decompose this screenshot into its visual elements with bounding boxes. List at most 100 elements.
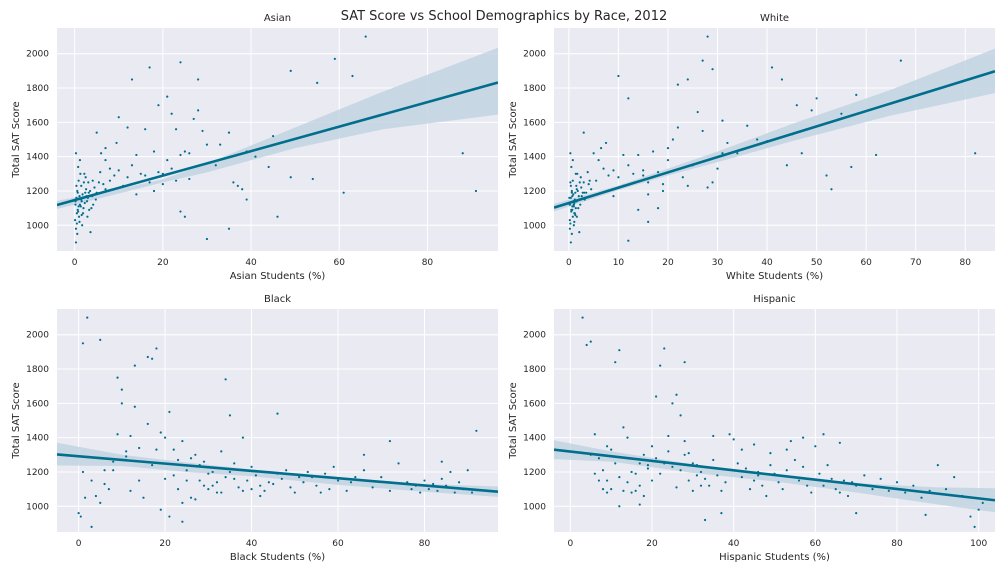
data-point — [115, 141, 118, 145]
data-point — [139, 172, 142, 175]
data-point — [440, 460, 443, 463]
data-point — [588, 179, 591, 182]
data-point — [272, 482, 275, 486]
data-point — [769, 464, 772, 467]
data-point — [440, 477, 443, 480]
data-point — [793, 458, 797, 462]
data-point — [104, 188, 107, 191]
data-point — [654, 457, 658, 460]
data-point — [168, 515, 171, 518]
data-point — [470, 491, 474, 494]
data-point — [638, 503, 641, 506]
data-point — [650, 479, 654, 482]
data-point — [207, 472, 210, 475]
data-point — [703, 477, 707, 480]
data-point — [81, 212, 85, 215]
data-point — [642, 169, 645, 172]
data-point — [830, 477, 833, 480]
data-point — [95, 131, 98, 134]
data-point — [586, 170, 589, 174]
data-point — [580, 195, 583, 198]
data-point — [855, 93, 858, 96]
data-point — [138, 446, 141, 450]
data-point — [642, 174, 645, 177]
data-point — [732, 438, 735, 441]
data-point — [146, 355, 149, 359]
data-point — [104, 146, 107, 150]
confidence-band — [554, 48, 995, 212]
data-point — [671, 402, 674, 405]
data-point — [315, 484, 318, 487]
data-point — [130, 78, 134, 81]
data-point — [589, 340, 592, 343]
x-tick-label: 0 — [566, 258, 572, 268]
data-point — [107, 488, 110, 491]
data-point — [642, 494, 645, 498]
data-point — [577, 207, 580, 210]
data-point — [108, 167, 112, 170]
data-point — [871, 488, 874, 491]
data-point — [302, 481, 305, 484]
data-point — [94, 494, 98, 498]
data-point — [977, 508, 980, 511]
data-point — [601, 469, 605, 472]
data-point — [185, 479, 188, 482]
data-point — [79, 515, 82, 518]
data-point — [99, 501, 102, 504]
data-point — [830, 188, 833, 191]
data-point — [614, 361, 617, 364]
data-point — [575, 184, 578, 187]
data-point — [757, 474, 760, 477]
data-point — [569, 196, 572, 199]
data-point — [825, 174, 828, 177]
data-point — [568, 227, 571, 230]
data-point — [75, 184, 78, 187]
data-point — [475, 429, 478, 432]
data-point — [801, 436, 805, 439]
data-point — [716, 167, 719, 170]
data-point — [77, 512, 80, 515]
data-point — [354, 476, 357, 479]
data-point — [659, 472, 662, 475]
data-point — [571, 205, 574, 208]
data-point — [155, 347, 158, 350]
data-point — [597, 457, 601, 460]
data-point — [671, 138, 675, 141]
data-point — [205, 143, 209, 146]
data-point — [112, 469, 115, 472]
data-point — [86, 316, 89, 319]
data-point — [259, 494, 262, 498]
data-point — [569, 184, 572, 187]
data-point — [736, 152, 739, 155]
data-point — [135, 193, 138, 196]
data-point — [679, 469, 682, 472]
data-point — [76, 189, 79, 193]
data-point — [144, 128, 147, 131]
data-point — [316, 81, 319, 84]
data-point — [622, 489, 625, 492]
data-point — [280, 477, 283, 480]
data-point — [135, 153, 138, 157]
data-point — [163, 436, 167, 439]
data-point — [423, 479, 426, 482]
data-point — [826, 464, 829, 467]
data-point — [333, 57, 336, 60]
data-point — [953, 476, 956, 479]
data-point — [155, 448, 158, 451]
data-point — [104, 158, 107, 162]
data-point — [197, 78, 200, 81]
data-point — [74, 152, 78, 155]
data-point — [676, 126, 679, 129]
data-point — [237, 486, 240, 489]
data-point — [81, 224, 84, 227]
data-point — [720, 489, 723, 492]
data-point — [920, 496, 923, 499]
data-point — [76, 208, 79, 211]
data-point — [627, 239, 630, 242]
data-point — [319, 491, 322, 494]
data-point — [77, 215, 81, 218]
data-point — [166, 158, 169, 162]
data-point — [306, 470, 309, 474]
data-point — [822, 433, 825, 436]
data-point — [74, 203, 77, 206]
